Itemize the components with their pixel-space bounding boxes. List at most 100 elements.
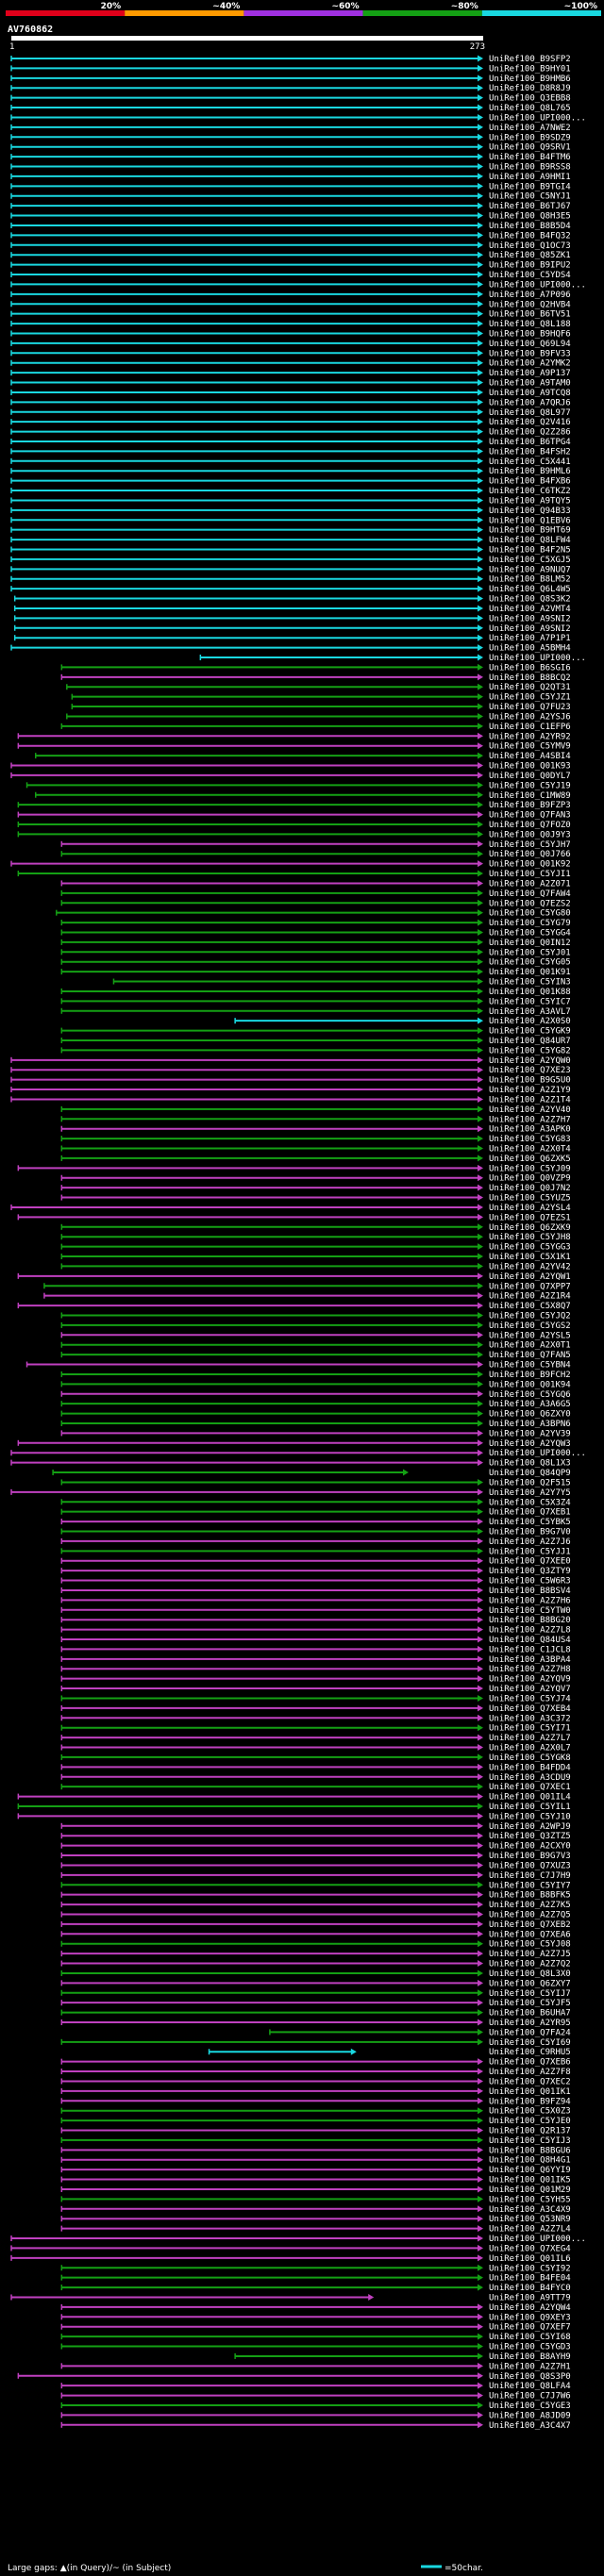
hit-row[interactable]: UniRef100_Q7XEE0 bbox=[60, 1557, 571, 1567]
hit-label[interactable]: UniRef100_B4FDD4 bbox=[489, 1763, 571, 1772]
hit-label[interactable]: UniRef100_C5YJQ2 bbox=[489, 1311, 571, 1321]
hit-row[interactable]: UniRef100_A2YQW1 bbox=[17, 1272, 571, 1282]
hit-label[interactable]: UniRef100_B6UHA7 bbox=[489, 2009, 571, 2019]
hit-row[interactable]: UniRef100_C5YIL1 bbox=[17, 1803, 571, 1812]
hit-label[interactable]: UniRef100_Q8L977 bbox=[489, 408, 571, 418]
hit-row[interactable]: UniRef100_UPI000... bbox=[10, 2235, 586, 2244]
hit-label[interactable]: UniRef100_Q0IN12 bbox=[489, 939, 571, 948]
hit-label[interactable]: UniRef100_A3C4X9 bbox=[489, 2205, 571, 2215]
hit-label[interactable]: UniRef100_C7J7W6 bbox=[489, 2392, 571, 2401]
hit-row[interactable]: UniRef100_Q8L3X0 bbox=[60, 1969, 571, 1979]
hit-label[interactable]: UniRef100_C5X441 bbox=[489, 457, 571, 467]
hit-label[interactable]: UniRef100_A9TAM0 bbox=[489, 379, 571, 389]
hit-row[interactable]: UniRef100_Q6ZXK5 bbox=[60, 1155, 571, 1164]
hit-row[interactable]: UniRef100_Q2R137 bbox=[60, 2127, 571, 2136]
hit-label[interactable]: UniRef100_C6TKZ2 bbox=[489, 487, 571, 496]
hit-row[interactable]: UniRef100_A4SBI4 bbox=[34, 752, 571, 761]
hit-label[interactable]: UniRef100_C5YH55 bbox=[489, 2195, 571, 2204]
hit-label[interactable]: UniRef100_C5YTW0 bbox=[489, 1606, 571, 1616]
hit-row[interactable]: UniRef100_B9HY01 bbox=[10, 64, 571, 74]
hit-row[interactable]: UniRef100_C6TKZ2 bbox=[10, 487, 571, 496]
hit-row[interactable]: UniRef100_B4FQ32 bbox=[10, 231, 571, 241]
hit-row[interactable]: UniRef100_B6SGI6 bbox=[60, 663, 571, 673]
hit-label[interactable]: UniRef100_A8JD09 bbox=[489, 2411, 571, 2420]
hit-row[interactable]: UniRef100_B9HML6 bbox=[10, 467, 571, 476]
hit-label[interactable]: UniRef100_Q01K92 bbox=[489, 860, 571, 870]
hit-label[interactable]: UniRef100_Q01K94 bbox=[489, 1380, 571, 1389]
hit-label[interactable]: UniRef100_Q8S3K2 bbox=[489, 595, 571, 605]
hit-row[interactable]: UniRef100_C5YH55 bbox=[60, 2195, 571, 2204]
hit-row[interactable]: UniRef100_C9RHU5 bbox=[208, 2048, 571, 2057]
hit-label[interactable]: UniRef100_D8R8J9 bbox=[489, 84, 571, 93]
hit-row[interactable]: UniRef100_C5YBN4 bbox=[25, 1361, 571, 1371]
hit-row[interactable]: UniRef100_A9TT79 bbox=[10, 2293, 571, 2302]
hit-row[interactable]: UniRef100_Q01M29 bbox=[60, 2185, 571, 2195]
hit-label[interactable]: UniRef100_B4FXB6 bbox=[489, 477, 571, 487]
hit-label[interactable]: UniRef100_Q7XEB4 bbox=[489, 1704, 571, 1714]
hit-label[interactable]: UniRef100_B6SGI6 bbox=[489, 663, 571, 673]
hit-label[interactable]: UniRef100_A2YSJ6 bbox=[489, 712, 571, 722]
hit-row[interactable]: UniRef100_C5YI71 bbox=[60, 1724, 571, 1734]
hit-row[interactable]: UniRef100_Q6YYI9 bbox=[60, 2166, 571, 2175]
hit-row[interactable]: UniRef100_B4FYC0 bbox=[60, 2284, 571, 2293]
hit-label[interactable]: UniRef100_A2X0T1 bbox=[489, 1341, 571, 1351]
hit-label[interactable]: UniRef100_B4FSH2 bbox=[489, 447, 571, 457]
hit-label[interactable]: UniRef100_B8BCQ2 bbox=[489, 673, 571, 683]
hit-label[interactable]: UniRef100_UPI000... bbox=[489, 113, 586, 123]
hit-label[interactable]: UniRef100_C5YGK9 bbox=[489, 1027, 571, 1037]
hit-label[interactable]: UniRef100_Q7EZS2 bbox=[489, 899, 571, 908]
hit-label[interactable]: UniRef100_Q7XE23 bbox=[489, 1066, 571, 1075]
hit-row[interactable]: UniRef100_Q6ZXY0 bbox=[60, 1410, 571, 1420]
hit-row[interactable]: UniRef100_Q84QP9 bbox=[52, 1469, 571, 1478]
hit-row[interactable]: UniRef100_Q01K91 bbox=[60, 968, 571, 977]
hit-label[interactable]: UniRef100_A2Z071 bbox=[489, 879, 571, 889]
hit-label[interactable]: UniRef100_Q1EBV6 bbox=[489, 516, 571, 525]
hit-row[interactable]: UniRef100_A2X0S0 bbox=[234, 1017, 571, 1026]
hit-row[interactable]: UniRef100_C5YGG3 bbox=[60, 1243, 571, 1253]
hit-label[interactable]: UniRef100_A9TQY5 bbox=[489, 496, 571, 506]
hit-row[interactable]: UniRef100_A2YSJ6 bbox=[66, 712, 571, 722]
hit-label[interactable]: UniRef100_C5YJI1 bbox=[489, 870, 571, 879]
hit-row[interactable]: UniRef100_Q01K92 bbox=[10, 860, 571, 870]
hit-row[interactable]: UniRef100_B9RSS8 bbox=[10, 163, 571, 173]
hit-label[interactable]: UniRef100_Q84US4 bbox=[489, 1636, 571, 1645]
hit-row[interactable]: UniRef100_C5YJI1 bbox=[17, 870, 571, 879]
hit-row[interactable]: UniRef100_C5YI92 bbox=[60, 2264, 571, 2273]
hit-row[interactable]: UniRef100_Q7XEF7 bbox=[60, 2323, 571, 2333]
hit-label[interactable]: UniRef100_Q01K91 bbox=[489, 968, 571, 977]
hit-row[interactable]: UniRef100_Q8LFA4 bbox=[60, 2382, 571, 2391]
hit-row[interactable]: UniRef100_A9HMI1 bbox=[10, 173, 571, 182]
hit-row[interactable]: UniRef100_A3C372 bbox=[60, 1714, 571, 1723]
hit-row[interactable]: UniRef100_A2Z7L8 bbox=[60, 1626, 571, 1636]
hit-row[interactable]: UniRef100_C5YG83 bbox=[60, 1135, 571, 1144]
hit-row[interactable]: UniRef100_C5YG82 bbox=[60, 1046, 571, 1055]
hit-row[interactable]: UniRef100_C5YJ09 bbox=[17, 1164, 571, 1173]
hit-row[interactable]: UniRef100_Q8L188 bbox=[10, 320, 571, 329]
hit-label[interactable]: UniRef100_A9SNI2 bbox=[489, 614, 571, 623]
hit-row[interactable]: UniRef100_B9HMB6 bbox=[10, 75, 571, 84]
hit-row[interactable]: UniRef100_C5YJH7 bbox=[60, 840, 571, 850]
hit-row[interactable]: UniRef100_Q2QT31 bbox=[66, 683, 571, 692]
hit-label[interactable]: UniRef100_A2Z7J6 bbox=[489, 1537, 571, 1547]
hit-label[interactable]: UniRef100_C5YJE0 bbox=[489, 2117, 571, 2126]
hit-row[interactable]: UniRef100_A2Z7L7 bbox=[60, 1734, 571, 1743]
hit-label[interactable]: UniRef100_C5YJ08 bbox=[489, 1940, 571, 1950]
hit-row[interactable]: UniRef100_A3APK0 bbox=[60, 1125, 571, 1135]
hit-label[interactable]: UniRef100_C5YGG3 bbox=[489, 1243, 571, 1253]
hit-row[interactable]: UniRef100_C5YI69 bbox=[60, 2038, 571, 2048]
hit-row[interactable]: UniRef100_B8BGU6 bbox=[60, 2146, 571, 2155]
hit-row[interactable]: UniRef100_A2Z1T4 bbox=[10, 1095, 571, 1105]
hit-row[interactable]: UniRef100_A2Y7Y5 bbox=[10, 1488, 571, 1498]
hit-label[interactable]: UniRef100_Q8L765 bbox=[489, 104, 571, 113]
hit-label[interactable]: UniRef100_Q84QP9 bbox=[489, 1469, 571, 1478]
hit-label[interactable]: UniRef100_B4FE04 bbox=[489, 2274, 571, 2284]
hit-row[interactable]: UniRef100_Q1EBV6 bbox=[10, 516, 571, 525]
hit-row[interactable]: UniRef100_B8BFK5 bbox=[60, 1891, 571, 1901]
hit-row[interactable]: UniRef100_A3A6G5 bbox=[60, 1400, 571, 1409]
hit-label[interactable]: UniRef100_Q01M29 bbox=[489, 2185, 571, 2195]
hit-label[interactable]: UniRef100_A2Z1R4 bbox=[489, 1292, 571, 1302]
hit-label[interactable]: UniRef100_A3AVL7 bbox=[489, 1007, 571, 1017]
hit-label[interactable]: UniRef100_Q01IL4 bbox=[489, 1793, 571, 1803]
hit-row[interactable]: UniRef100_Q7FAW4 bbox=[60, 889, 571, 899]
hit-label[interactable]: UniRef100_B9IPU2 bbox=[489, 261, 571, 271]
